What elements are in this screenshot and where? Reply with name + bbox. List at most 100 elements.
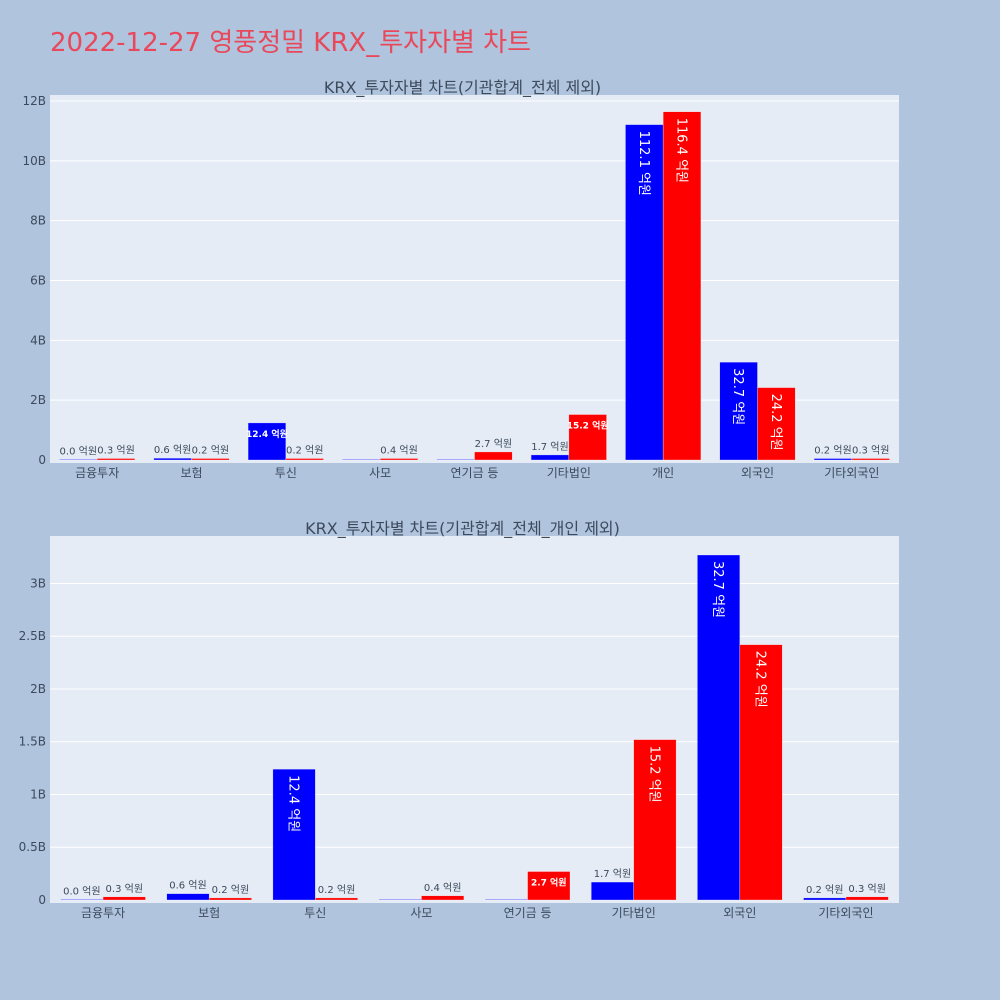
bar (272, 768, 316, 901)
bar (813, 458, 853, 461)
bar (342, 459, 381, 461)
y-tick-label: 0 (38, 453, 46, 467)
bar (378, 899, 422, 901)
data-label: 1.7 억원 (594, 868, 631, 880)
y-tick-label: 4B (30, 333, 46, 347)
chart-title: KRX_투자자별 차트(기관합계_전체 제외) (324, 78, 601, 98)
bar (484, 899, 528, 901)
bar (662, 111, 702, 461)
bar (851, 458, 890, 461)
chart-2: 0 0.5B 1B 1.5B 2B 2.5B 3B KRX_투자자별 차트(기관합계_전체_개… (19, 519, 899, 920)
data-label: 0.0 억원 (63, 885, 100, 897)
x-tick-label: 보험 (198, 906, 220, 920)
data-label: 2.7 억원 (475, 438, 512, 450)
bar (719, 361, 758, 461)
data-label: 12.4 억원 (246, 428, 288, 440)
bar (739, 644, 783, 901)
x-tick-label: 기타외국인 (824, 466, 879, 480)
data-label: 15.2 억원 (646, 746, 661, 803)
bar (697, 554, 741, 901)
y-tick-label: 2B (30, 682, 46, 696)
bar (59, 459, 98, 461)
data-label: 0.2 억원 (212, 884, 249, 896)
bar (845, 896, 889, 901)
y-tick-label: 0.5B (19, 840, 46, 854)
data-label: 112.1 억원 (636, 131, 651, 196)
x-tick-label: 금융투자 (81, 906, 125, 920)
chart-1: 0 2B 4B 6B 8B 10B 12B KRX_투자자별 차트(기관합계_전체 제외) 금융… (22, 78, 899, 480)
data-label: 0.3 억원 (97, 445, 134, 457)
bar (530, 454, 570, 461)
y-tick-label: 0 (38, 893, 46, 907)
x-tick-label: 연기금 등 (451, 466, 499, 480)
data-label: 0.3 억원 (106, 883, 143, 895)
x-tick-label: 사모 (369, 466, 391, 480)
data-label: 24.2 억원 (768, 394, 783, 451)
bar (166, 893, 210, 901)
bar (633, 739, 677, 901)
y-tick-label: 1.5B (19, 735, 46, 749)
x-tick-label: 금융투자 (75, 466, 119, 480)
x-tick-label: 투신 (304, 906, 326, 920)
bar (60, 899, 104, 901)
y-tick-label: 3B (30, 576, 46, 590)
bar (568, 414, 607, 461)
data-label: 0.6 억원 (154, 444, 191, 456)
x-tick-label: 개인 (652, 466, 674, 480)
data-label: 32.7 억원 (730, 368, 745, 425)
data-label: 12.4 억원 (286, 775, 301, 832)
y-tick-label: 2.5B (19, 629, 46, 643)
data-label: 0.2 억원 (318, 884, 355, 896)
bar (803, 897, 847, 901)
data-label: 24.2 억원 (752, 651, 767, 708)
data-label: 0.3 억원 (852, 445, 889, 457)
y-tick-label: 8B (30, 214, 46, 228)
x-tick-label: 외국인 (723, 906, 756, 920)
data-label: 0.4 억원 (424, 882, 461, 894)
data-label: 0.2 억원 (806, 884, 843, 896)
bar (421, 895, 465, 901)
bar (625, 124, 664, 461)
data-label: 0.0 억원 (60, 445, 97, 457)
data-label: 0.2 억원 (192, 445, 229, 457)
data-label: 0.3 억원 (848, 883, 885, 895)
bar (102, 896, 146, 901)
data-label: 2.7 억원 (531, 877, 567, 889)
x-tick-label: 연기금 등 (504, 906, 552, 920)
bar (474, 451, 513, 461)
bar (285, 458, 324, 461)
x-tick-label: 기타외국인 (818, 906, 873, 920)
bar (153, 457, 192, 461)
bar (191, 458, 230, 461)
y-tick-label: 1B (30, 787, 46, 801)
bar (247, 422, 287, 461)
data-label: 0.2 억원 (814, 445, 851, 457)
y-tick-label: 2B (30, 393, 46, 407)
bar (527, 871, 571, 901)
data-label: 32.7 억원 (710, 561, 725, 618)
data-label: 0.2 억원 (286, 445, 323, 457)
data-label: 0.4 억원 (380, 445, 417, 457)
data-label: 1.7 억원 (531, 441, 568, 453)
y-tick-label: 10B (22, 154, 46, 168)
x-tick-label: 투신 (275, 466, 297, 480)
x-tick-label: 기타법인 (547, 466, 591, 480)
bar (590, 881, 634, 901)
bar (315, 897, 359, 901)
chart-title: KRX_투자자별 차트(기관합계_전체_개인 제외) (305, 519, 620, 539)
data-label: 116.4 억원 (673, 118, 688, 183)
x-tick-label: 사모 (410, 906, 432, 920)
x-tick-label: 보험 (180, 466, 202, 480)
data-label: 0.6 억원 (169, 880, 206, 892)
bar (757, 387, 796, 461)
data-label: 15.2 억원 (567, 420, 609, 432)
page-title: 2022-12-27 영풍정밀 KRX_투자자별 차트 (50, 28, 532, 58)
bar (208, 897, 252, 901)
bar (379, 458, 419, 461)
x-tick-label: 기타법인 (612, 906, 656, 920)
bar (96, 458, 136, 461)
x-tick-label: 외국인 (741, 466, 774, 480)
bar (436, 459, 475, 461)
y-tick-label: 6B (30, 273, 46, 287)
